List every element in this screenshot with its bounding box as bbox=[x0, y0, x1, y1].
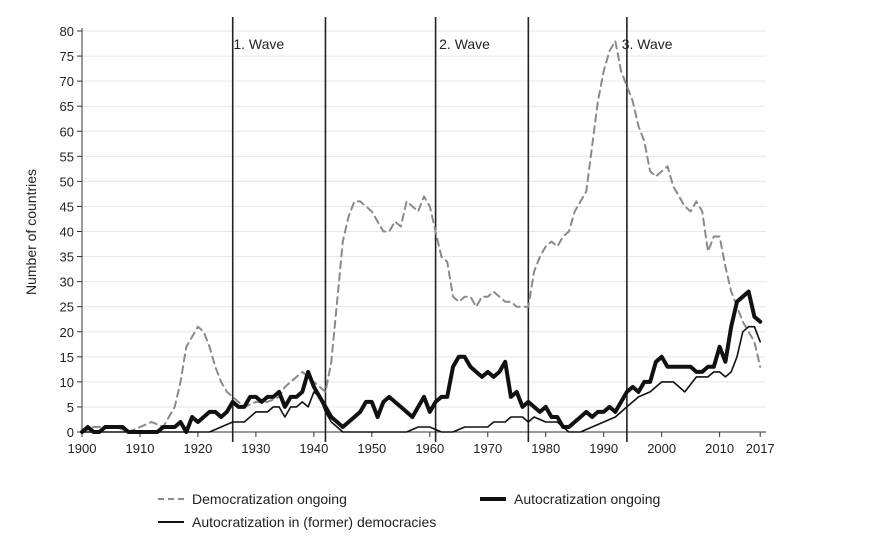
x-tick-label: 1990 bbox=[589, 441, 618, 456]
wave-label: 1. Wave bbox=[233, 36, 284, 52]
y-tick-label: 60 bbox=[60, 124, 74, 139]
x-tick-label: 1920 bbox=[183, 441, 212, 456]
x-tick-label: 1900 bbox=[68, 441, 97, 456]
y-tick-label: 50 bbox=[60, 174, 74, 189]
y-tick-label: 0 bbox=[67, 425, 74, 440]
legend-label-autocratization: Autocratization ongoing bbox=[514, 491, 661, 507]
y-tick-label: 55 bbox=[60, 149, 74, 164]
y-axis: 0 5 10 15 20 25 30 35 40 45 50 55 60 65 70 75 80 bbox=[60, 24, 83, 440]
series-lines bbox=[80, 40, 763, 434]
x-tick-label: 2010 bbox=[705, 441, 734, 456]
legend-label-democratization: Democratization ongoing bbox=[192, 491, 347, 507]
y-tick-label: 15 bbox=[60, 350, 74, 365]
series-line bbox=[81, 325, 762, 433]
y-tick-label: 25 bbox=[60, 300, 74, 315]
y-tick-label: 80 bbox=[60, 24, 74, 39]
legend-democratization: Democratization ongoing bbox=[158, 491, 347, 507]
series-line bbox=[80, 289, 763, 434]
grid bbox=[82, 30, 766, 433]
x-tick-label: 1940 bbox=[299, 441, 328, 456]
y-tick-label: 30 bbox=[60, 275, 74, 290]
legend-autocratization-former: Autocratization in (former) democracies bbox=[158, 514, 436, 530]
legend-swatch-dashed bbox=[158, 498, 184, 500]
y-tick-label: 5 bbox=[67, 400, 74, 415]
wave-label: 3. Wave bbox=[622, 36, 673, 52]
x-tick-label: 1960 bbox=[415, 441, 444, 456]
wave-label: 2. Wave bbox=[439, 36, 490, 52]
y-tick-label: 75 bbox=[60, 49, 74, 64]
x-tick-label: 1980 bbox=[531, 441, 560, 456]
legend-swatch-thick bbox=[480, 497, 506, 501]
y-tick-label: 65 bbox=[60, 99, 74, 114]
x-tick-label: 1970 bbox=[473, 441, 502, 456]
x-tick-label: 2000 bbox=[647, 441, 676, 456]
x-tick-label: 1930 bbox=[241, 441, 270, 456]
x-tick-label: 1910 bbox=[126, 441, 155, 456]
legend-label-autocratization-former: Autocratization in (former) democracies bbox=[192, 514, 437, 530]
y-tick-label: 45 bbox=[60, 199, 74, 214]
y-tick-label: 10 bbox=[60, 375, 74, 390]
y-tick-label: 70 bbox=[60, 74, 74, 89]
x-tick-label: 2017 bbox=[746, 441, 775, 456]
y-tick-label: 35 bbox=[60, 250, 74, 265]
legend-autocratization: Autocratization ongoing bbox=[480, 491, 660, 507]
legend-swatch-solid bbox=[158, 521, 184, 523]
y-tick-label: 40 bbox=[60, 225, 74, 240]
y-tick-label: 20 bbox=[60, 325, 74, 340]
x-tick-label: 1950 bbox=[357, 441, 386, 456]
period-lines bbox=[231, 17, 628, 442]
y-axis-label: Number of countries bbox=[23, 169, 39, 295]
wave-labels: 1. Wave 2. Wave 3. Wave bbox=[233, 36, 672, 52]
series-line bbox=[81, 40, 762, 433]
x-axis: 1900 1910 1920 1930 1940 1950 1960 1970 1980 1990… bbox=[68, 431, 775, 456]
